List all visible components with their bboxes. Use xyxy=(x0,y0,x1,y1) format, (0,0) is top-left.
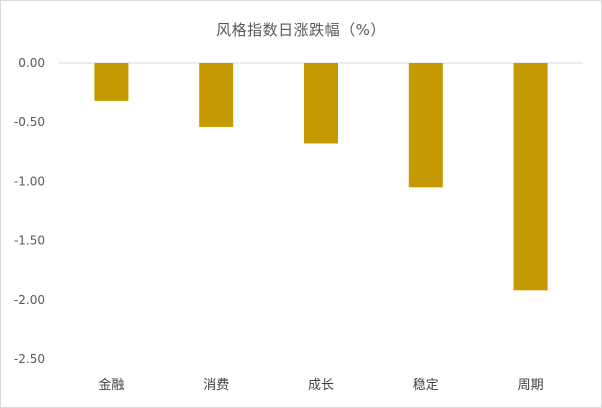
x-category-label: 金融 xyxy=(98,377,124,393)
y-tick-label: -2.00 xyxy=(14,293,45,307)
chart-title: 风格指数日涨跌幅（%） xyxy=(216,21,386,39)
y-tick-label: 0.00 xyxy=(18,56,45,70)
x-category-label: 消费 xyxy=(203,378,229,393)
bar-2 xyxy=(199,63,234,127)
x-category-label: 成长 xyxy=(308,378,334,393)
bar-5 xyxy=(513,63,548,291)
y-tick-label: -1.00 xyxy=(14,174,45,188)
bar-3 xyxy=(304,63,338,144)
y-tick-label: -2.50 xyxy=(14,352,45,366)
bar-4 xyxy=(408,63,443,188)
bar-1 xyxy=(94,63,129,101)
x-category-label: 稳定 xyxy=(413,377,439,393)
y-tick-label: -1.50 xyxy=(14,234,45,248)
x-category-label: 周期 xyxy=(518,378,544,393)
y-tick-label: -0.50 xyxy=(14,115,45,129)
